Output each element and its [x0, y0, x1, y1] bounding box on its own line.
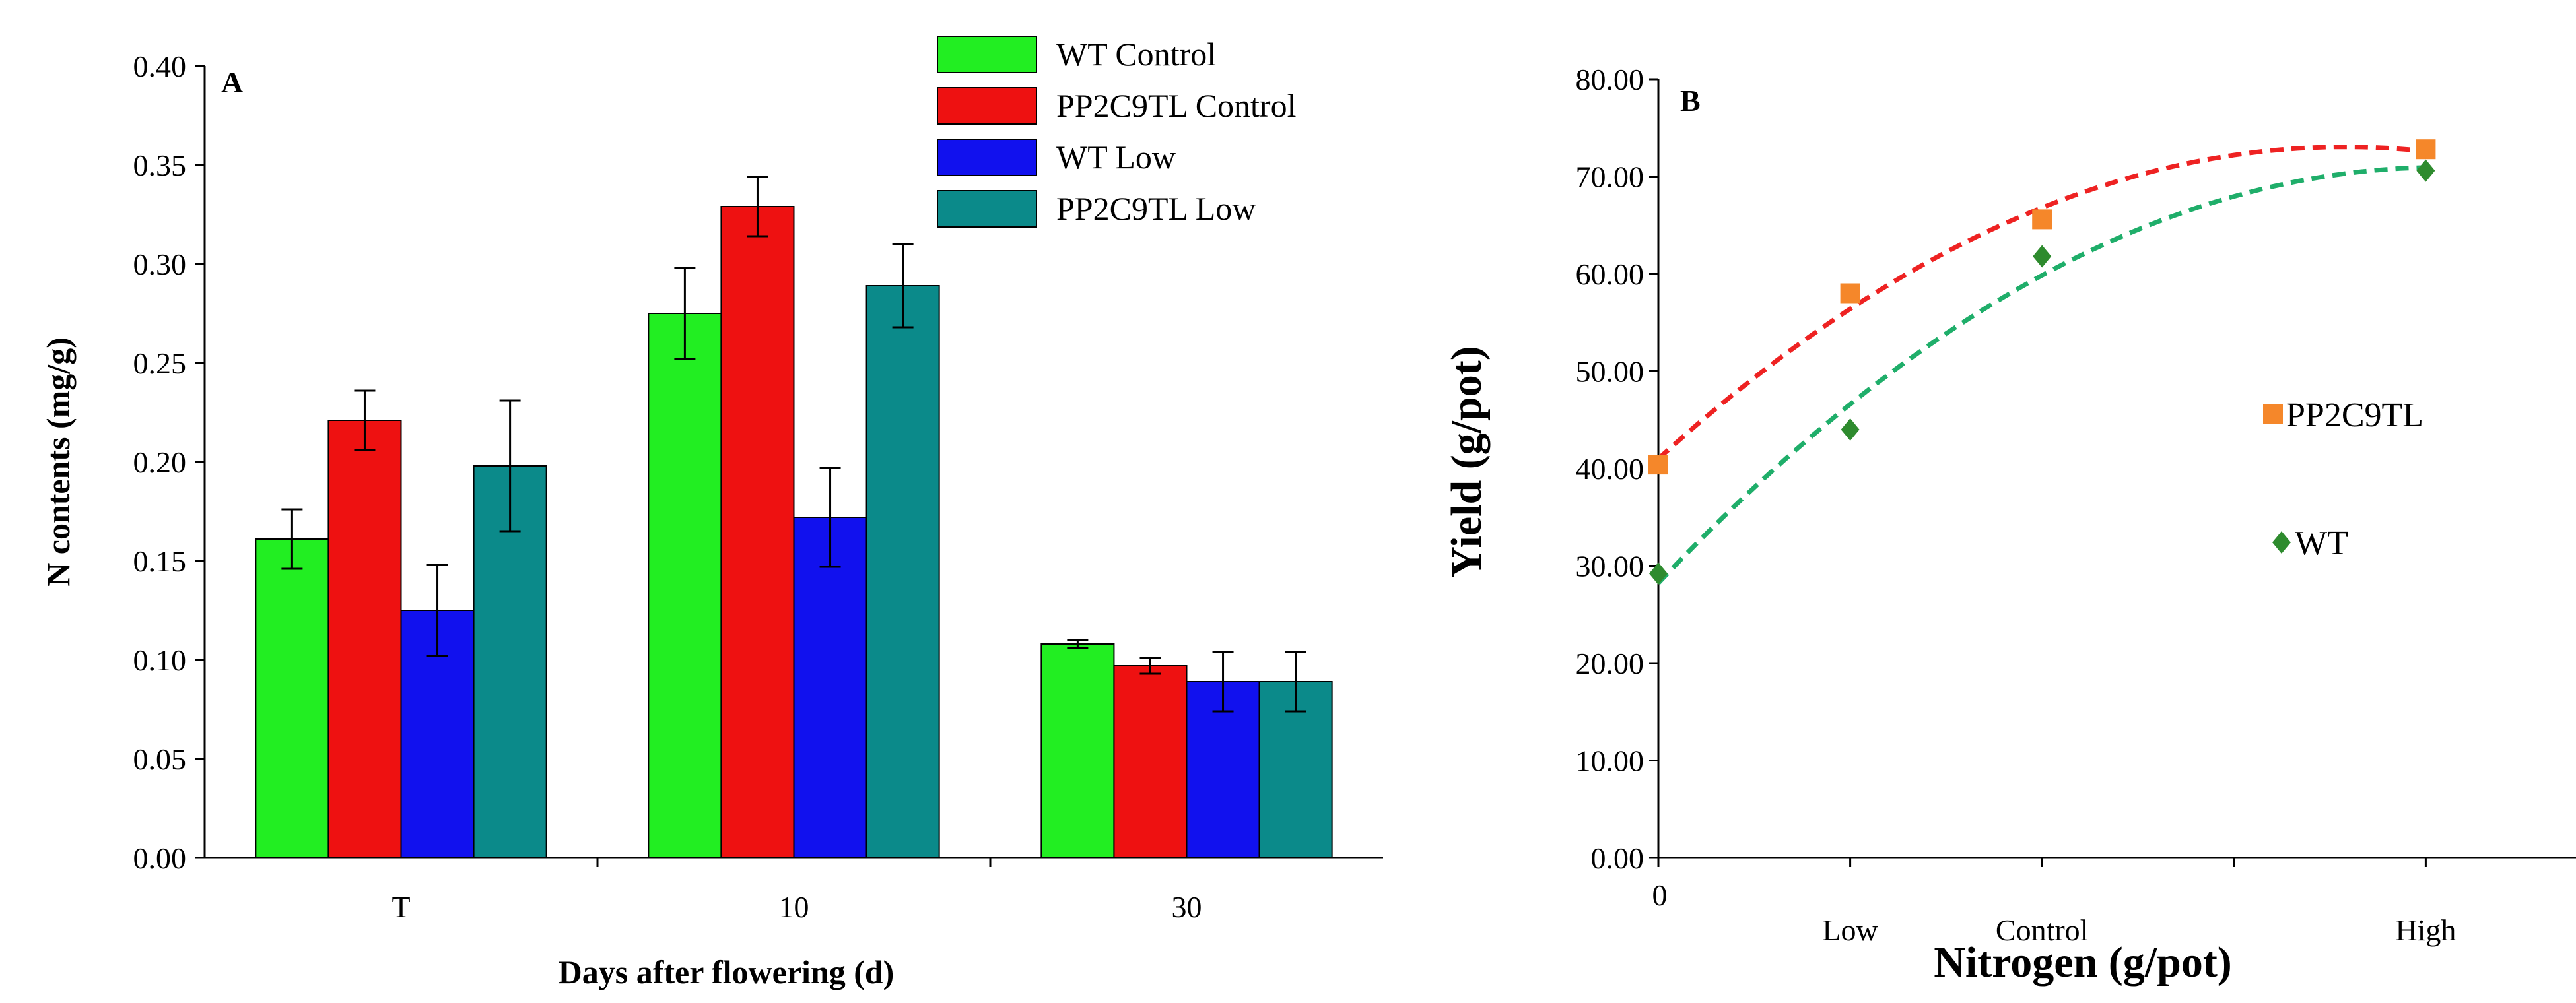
- y-tick-label: 70.00: [1576, 160, 1644, 194]
- legend-label: PP2C9TL Low: [1056, 190, 1256, 227]
- y-tick-label: 0.30: [133, 247, 187, 281]
- trendline: [1656, 145, 2426, 461]
- y-tick-label: 20.00: [1576, 647, 1644, 680]
- data-point: [1841, 418, 1860, 441]
- panel-a-y-ticks: 0.00 0.05 0.10 0.15 0.20 0.25 0.30 0.35 0.40: [133, 49, 205, 875]
- legend-marker: [2263, 404, 2283, 424]
- data-point: [1649, 562, 1668, 585]
- x-tick-label: 0: [1652, 878, 1668, 912]
- x-tick-label: High: [2395, 913, 2456, 947]
- legend-swatch: [937, 139, 1037, 176]
- legend-label: WT Control: [1056, 36, 1216, 73]
- y-tick-label: 0.00: [133, 841, 187, 875]
- y-tick-label: 0.40: [133, 49, 187, 83]
- bar: [865, 285, 940, 858]
- panel-b-y-ticks: 0.00 10.00 20.00 30.00 40.00 50.00 60.00 70.00 8…: [1576, 63, 1658, 875]
- y-tick-label: 0.00: [1591, 841, 1644, 875]
- x-tick-label: 10: [779, 890, 809, 924]
- x-tick-label: 30: [1172, 890, 1202, 924]
- bar: [255, 538, 329, 858]
- legend-label: WT: [2295, 525, 2348, 562]
- panel-b-legend: PP2C9TL WT: [2263, 397, 2423, 562]
- y-tick-label: 0.20: [133, 445, 187, 479]
- y-tick-label: 30.00: [1576, 550, 1644, 583]
- legend-label: PP2C9TL Control: [1056, 87, 1296, 124]
- y-tick-label: 40.00: [1576, 452, 1644, 486]
- legend-swatch: [937, 190, 1037, 228]
- trendline: [1656, 165, 2426, 585]
- panel-b-x-axis-title: Nitrogen (g/pot): [1934, 938, 2232, 987]
- bar: [327, 420, 402, 858]
- panel-a-x-axis-title: Days after flowering (d): [559, 954, 895, 990]
- data-point: [2416, 139, 2436, 160]
- y-tick-label: 0.25: [133, 346, 187, 380]
- y-tick-label: 0.15: [133, 544, 187, 578]
- panel-b-y-axis-title: Yield (g/pot): [1442, 346, 1491, 577]
- panel-a-bars: [255, 176, 1333, 858]
- data-point: [2032, 209, 2052, 230]
- x-tick-label: T: [391, 890, 410, 924]
- y-tick-label: 0.35: [133, 148, 187, 182]
- panel-a-legend: WT Control PP2C9TL Control WT Low PP2C9TL L…: [937, 36, 1296, 228]
- legend-label: PP2C9TL: [2286, 397, 2423, 434]
- x-tick-label: Control: [1996, 913, 2089, 947]
- data-point: [1840, 283, 1860, 304]
- bar: [793, 517, 867, 858]
- panel-a-bar-chart: A 0.00 0.05 0.10 0.15 0.20 0.25 0.30 0.35 0.40 T…: [40, 36, 1383, 990]
- data-point: [1648, 455, 1668, 475]
- panel-b-points: [1648, 139, 2436, 585]
- bar: [1113, 665, 1188, 858]
- panel-a-y-axis-title: N contents (mg/g): [40, 337, 77, 587]
- bar: [648, 313, 722, 858]
- y-tick-label: 80.00: [1576, 63, 1644, 96]
- panel-b-label: B: [1680, 84, 1701, 117]
- panel-b-x-ticks: 0 Low Control High: [1652, 858, 2456, 947]
- legend-marker: [2272, 531, 2291, 554]
- y-tick-label: 50.00: [1576, 355, 1644, 389]
- y-tick-label: 10.00: [1576, 744, 1644, 778]
- panel-b-trendlines: [1656, 145, 2426, 585]
- panel-a-x-ticks: T 10 30: [391, 858, 1202, 924]
- legend-swatch: [937, 36, 1037, 73]
- legend-label: WT Low: [1056, 139, 1176, 176]
- panel-b-scatter-chart: B 0.00 10.00 20.00 30.00 40.00 50.00 60.00 70.0…: [1442, 63, 2576, 987]
- data-point: [2416, 159, 2435, 182]
- legend-swatch: [937, 87, 1037, 125]
- data-point: [2033, 245, 2052, 268]
- y-tick-label: 0.05: [133, 742, 187, 776]
- bar: [1040, 643, 1115, 858]
- x-tick-label: Low: [1822, 913, 1878, 947]
- y-tick-label: 60.00: [1576, 257, 1644, 291]
- y-tick-label: 0.10: [133, 643, 187, 677]
- bar: [720, 206, 795, 858]
- panel-a-label: A: [221, 65, 243, 99]
